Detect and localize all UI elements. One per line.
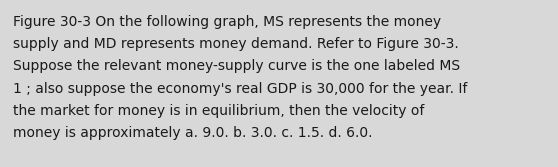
Text: money is approximately a. 9.0. b. 3.0. c. 1.5. d. 6.0.: money is approximately a. 9.0. b. 3.0. c… <box>13 126 373 140</box>
Text: Suppose the relevant money-supply curve is the one labeled MS: Suppose the relevant money-supply curve … <box>13 59 460 73</box>
Text: Figure 30-3 On the following graph, MS represents the money: Figure 30-3 On the following graph, MS r… <box>13 15 441 29</box>
Text: 1 ; also suppose the economy's real GDP is 30,000 for the year. If: 1 ; also suppose the economy's real GDP … <box>13 82 468 96</box>
Text: the market for money is in equilibrium, then the velocity of: the market for money is in equilibrium, … <box>13 104 425 118</box>
Text: supply and MD represents money demand. Refer to Figure 30-3.: supply and MD represents money demand. R… <box>13 37 459 51</box>
